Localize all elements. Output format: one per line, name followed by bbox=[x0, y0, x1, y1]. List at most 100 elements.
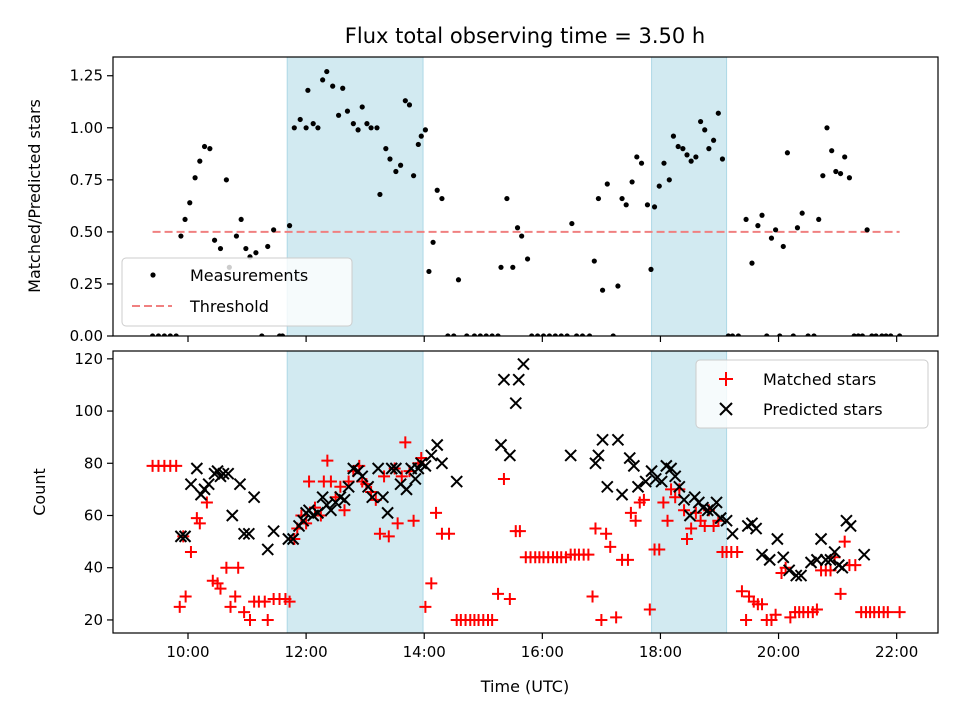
matched-star-point bbox=[513, 525, 526, 538]
matched-star-point bbox=[624, 506, 637, 519]
measurement-point bbox=[615, 283, 621, 289]
predicted-points bbox=[174, 357, 871, 582]
predicted-star-point bbox=[726, 527, 739, 540]
predicted-star-point bbox=[645, 464, 658, 478]
predicted-star-point bbox=[217, 467, 230, 480]
measurement-point bbox=[238, 216, 244, 223]
measurement-point bbox=[355, 127, 361, 133]
x-tick-label: 12:00 bbox=[284, 643, 327, 661]
measurement-point bbox=[623, 202, 629, 208]
measurement-point bbox=[869, 333, 875, 336]
matched-star-point bbox=[443, 527, 456, 540]
measurement-point bbox=[187, 200, 193, 206]
predicted-star-point bbox=[592, 449, 605, 462]
predicted-star-point bbox=[683, 509, 697, 522]
measurement-point bbox=[415, 141, 421, 148]
measurement-point bbox=[155, 333, 162, 336]
measurement-point bbox=[161, 333, 167, 336]
panel-count-yticks: 20 40 60 80 100 120 bbox=[74, 350, 113, 629]
measurement-point bbox=[629, 179, 635, 185]
predicted-star-point bbox=[435, 457, 449, 470]
predicted-star-point bbox=[627, 459, 641, 473]
matched-star-point bbox=[849, 559, 862, 572]
measurement-point bbox=[434, 187, 440, 193]
shaded-interval-1 bbox=[286, 351, 424, 633]
predicted-star-point bbox=[836, 561, 849, 574]
x-tick-label: 14:00 bbox=[403, 643, 446, 661]
predicted-star-point bbox=[497, 373, 511, 386]
predicted-star-point bbox=[509, 397, 522, 410]
measurement-point bbox=[811, 333, 817, 336]
predicted-star-point bbox=[810, 553, 824, 567]
measurement-point bbox=[192, 175, 198, 181]
y-tick-label: 120 bbox=[74, 350, 103, 368]
measurement-point bbox=[710, 137, 717, 143]
measurement-points bbox=[149, 68, 903, 336]
predicted-star-point bbox=[589, 457, 602, 470]
predicted-star-point bbox=[356, 470, 369, 483]
measurement-point bbox=[495, 333, 501, 336]
measurement-point bbox=[259, 333, 265, 336]
matched-star-point bbox=[200, 496, 213, 509]
matched-star-point bbox=[224, 600, 237, 613]
predicted-star-point bbox=[710, 496, 723, 509]
measurement-point bbox=[418, 133, 424, 139]
measurement-point bbox=[524, 256, 531, 262]
matched-star-point bbox=[177, 530, 190, 543]
measurement-point bbox=[697, 118, 704, 125]
measurement-point bbox=[790, 333, 796, 336]
measurement-point bbox=[599, 287, 606, 293]
predicted-star-point bbox=[631, 480, 645, 493]
matched-star-point bbox=[492, 587, 505, 600]
measurement-point bbox=[569, 220, 575, 227]
predicted-star-point bbox=[777, 551, 790, 564]
measurement-point bbox=[265, 243, 271, 250]
measurement-point bbox=[719, 156, 726, 162]
measurement-point bbox=[217, 245, 224, 252]
measurement-point bbox=[586, 333, 593, 336]
panel-count-shading bbox=[286, 351, 728, 633]
predicted-star-point bbox=[389, 462, 403, 475]
matched-star-point bbox=[881, 606, 894, 619]
predicted-star-point bbox=[194, 488, 208, 501]
measurement-point bbox=[842, 154, 848, 160]
predicted-star-point bbox=[749, 522, 763, 535]
matched-star-point bbox=[232, 561, 245, 574]
measurement-point bbox=[445, 333, 451, 336]
predicted-star-point bbox=[794, 569, 808, 582]
predicted-star-point bbox=[596, 433, 609, 446]
predicted-star-point bbox=[503, 449, 517, 462]
measurement-point bbox=[764, 333, 770, 336]
measurement-point bbox=[303, 125, 309, 131]
measurement-point bbox=[451, 333, 457, 336]
predicted-star-point bbox=[517, 357, 530, 371]
measurement-point bbox=[483, 333, 489, 336]
legend-predicted-label: Predicted stars bbox=[763, 400, 883, 419]
measurement-point bbox=[684, 152, 690, 158]
y-tick-label: 1.00 bbox=[70, 119, 103, 137]
matched-star-point bbox=[238, 606, 251, 619]
measurement-point bbox=[638, 160, 645, 166]
matched-star-point bbox=[834, 587, 847, 600]
measurement-point bbox=[455, 277, 462, 283]
predicted-star-point bbox=[720, 514, 733, 527]
legend-measurements-marker bbox=[150, 272, 156, 278]
measurement-point bbox=[604, 181, 610, 187]
measurement-point bbox=[387, 156, 393, 162]
measurement-point bbox=[666, 177, 672, 183]
measurement-point bbox=[514, 225, 521, 231]
predicted-star-point bbox=[247, 491, 261, 504]
measurement-point bbox=[816, 216, 822, 223]
legend-matched-marker bbox=[719, 372, 733, 386]
predicted-star-point bbox=[184, 477, 198, 491]
measurement-point bbox=[648, 266, 654, 272]
predicted-star-point bbox=[844, 519, 857, 533]
measurement-point bbox=[564, 333, 570, 336]
predicted-star-point bbox=[615, 488, 629, 501]
measurement-point bbox=[207, 146, 213, 152]
predicted-star-point bbox=[381, 506, 394, 520]
y-tick-label: 80 bbox=[84, 454, 103, 472]
measurement-point bbox=[573, 333, 580, 336]
matched-star-point bbox=[303, 475, 316, 488]
